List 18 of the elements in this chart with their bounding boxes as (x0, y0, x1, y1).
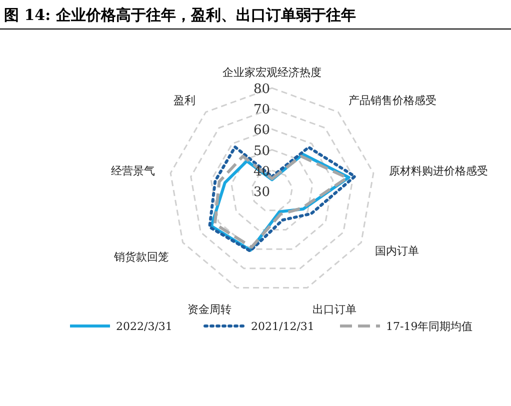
y-tick-label: 70 (253, 102, 270, 118)
y-tick-label: 30 (253, 185, 270, 200)
legend-label: 2021/12/31 (251, 320, 314, 333)
spoke-label: 销货款回笼 (112, 250, 169, 264)
spoke-label: 产品销售价格感受 (348, 94, 436, 107)
y-tick-label: 60 (253, 123, 270, 138)
spoke-label: 盈利 (174, 94, 196, 107)
spoke-label: 经营景气 (110, 164, 155, 178)
spoke-label: 企业家宏观经济热度 (222, 66, 322, 79)
legend-label: 17-19年同期均值 (386, 320, 473, 333)
chart-title: 图 14: 企业价格高于往年，盈利、出口订单弱于往年 (4, 6, 356, 24)
y-tick-label: 80 (253, 82, 270, 97)
spoke-label: 原材料购进价格感受 (389, 164, 488, 178)
spoke-label: 国内订单 (375, 244, 420, 258)
spoke-label: 资金周转 (187, 302, 232, 316)
legend-label: 2022/3/31 (116, 320, 172, 333)
spoke-label: 出口订单 (312, 302, 357, 316)
y-tick-label: 50 (253, 144, 270, 159)
